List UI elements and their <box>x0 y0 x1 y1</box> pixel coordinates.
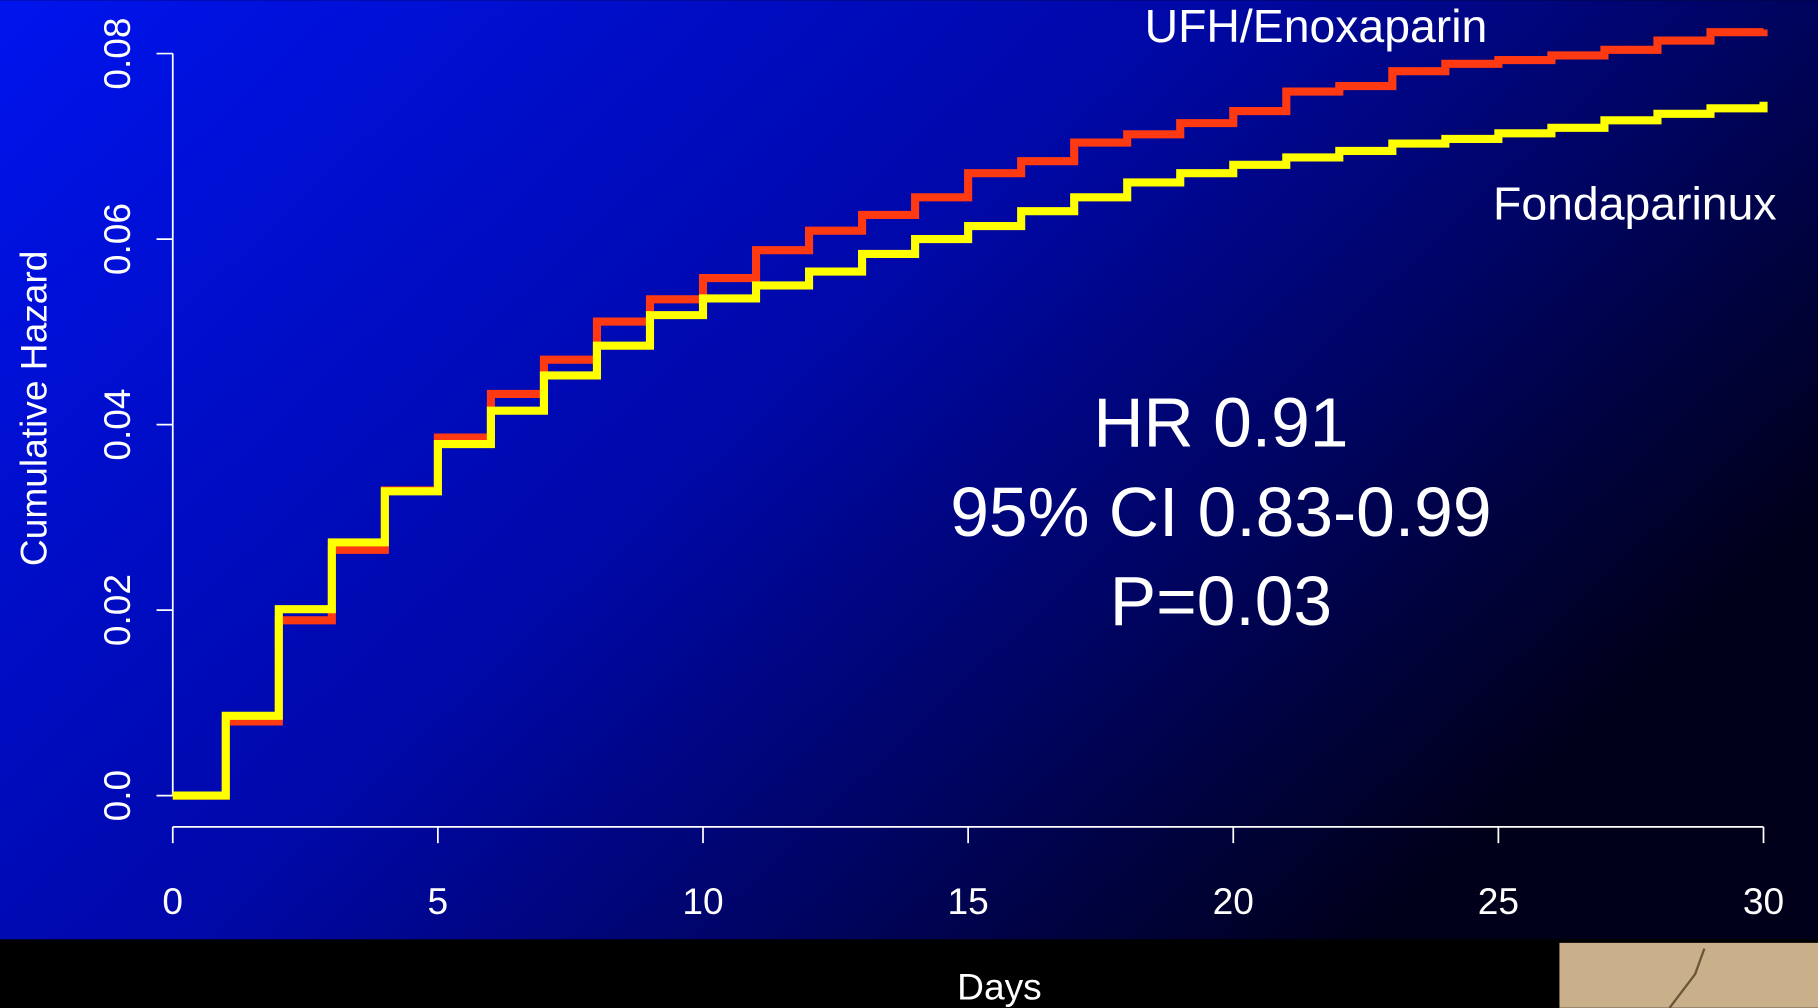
annotation: P=0.03 <box>1110 562 1332 640</box>
y-tick-label: 0.06 <box>96 203 138 275</box>
background <box>0 0 1818 940</box>
y-tick-label: 0.04 <box>96 388 138 460</box>
x-tick-label: 20 <box>1213 880 1254 922</box>
x-axis-label: Days <box>957 966 1042 1008</box>
step-line <box>172 28 1768 800</box>
x-tick-label: 5 <box>428 880 449 922</box>
x-tick-label: 0 <box>162 880 183 922</box>
x-tick-label: 10 <box>682 880 723 922</box>
series-label: Fondaparinux <box>1493 177 1777 229</box>
corner-picture <box>1559 942 1818 1008</box>
footer-band <box>0 939 1818 1008</box>
corner-picture-detail <box>1668 948 1706 1008</box>
y-tick-label: 0.0 <box>96 770 138 822</box>
x-tick-label: 15 <box>947 880 988 922</box>
y-axis-label: Cumulative Hazard <box>12 251 54 566</box>
y-tick-label: 0.02 <box>96 574 138 646</box>
annotation: 95% CI 0.83-0.99 <box>950 473 1491 551</box>
y-tick-label: 0.08 <box>96 17 138 89</box>
annotation: HR 0.91 <box>1093 384 1348 462</box>
x-tick-label: 25 <box>1478 880 1519 922</box>
x-tick-label: 30 <box>1743 880 1784 922</box>
series-label: UFH/Enoxaparin <box>1145 0 1488 52</box>
step-line <box>172 101 1768 800</box>
